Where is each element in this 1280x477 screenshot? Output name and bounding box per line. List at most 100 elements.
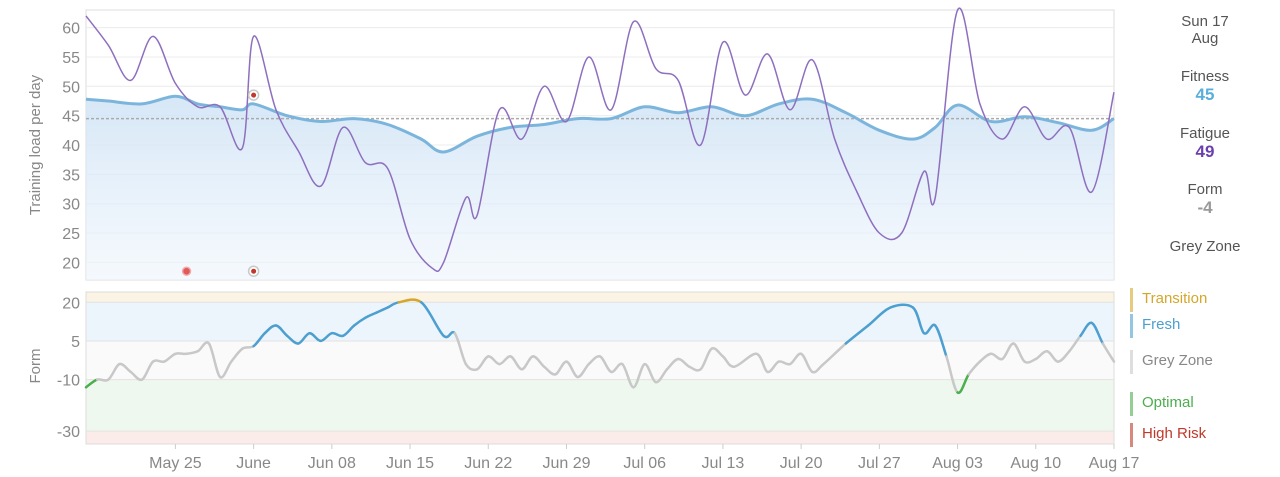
x-tick-label: Jun 08 xyxy=(308,455,356,472)
form-line-segment xyxy=(386,301,401,309)
form-line-segment xyxy=(1056,350,1071,363)
form-line-segment xyxy=(945,355,959,394)
x-tick-label: Jun 29 xyxy=(542,455,590,472)
x-tick-label: Jun 15 xyxy=(386,455,434,472)
form-line-segment xyxy=(140,360,155,381)
form-y-tick-label: -30 xyxy=(57,424,80,441)
fitness-line xyxy=(85,94,1115,154)
form-line-segment xyxy=(95,378,110,382)
form-line-segment xyxy=(1101,342,1116,363)
form-line-segment xyxy=(1090,321,1105,345)
form-line-segment xyxy=(632,362,646,389)
x-tick-label: Jun 22 xyxy=(464,455,512,472)
zone-legend-label: Optimal xyxy=(1142,394,1194,411)
form-line-segment xyxy=(218,360,233,379)
form-line-segment xyxy=(699,347,713,371)
form-line-segment xyxy=(654,368,669,384)
zone-legend-swatch xyxy=(1130,288,1133,312)
x-tick-label: May 25 xyxy=(149,455,202,472)
form-y-tick-label: -10 xyxy=(57,373,80,390)
zone-legend-swatch xyxy=(1130,392,1133,416)
form-y-tick-label: 20 xyxy=(62,295,80,312)
zone-legend-label: Fresh xyxy=(1142,316,1181,333)
event-markers[interactable] xyxy=(181,89,260,277)
event-marker[interactable] xyxy=(181,266,192,276)
fitness-area xyxy=(86,96,1114,280)
form-zone-name: Grey Zone xyxy=(1169,238,1241,255)
fitness-area-fill xyxy=(86,96,1114,280)
zone-legend-label: Grey Zone xyxy=(1142,352,1213,369)
load-y-tick-label: 55 xyxy=(62,50,80,67)
fatigue-readout: Fatigue 49 xyxy=(1150,125,1260,162)
x-tick-label: Jul 13 xyxy=(702,455,745,472)
load-y-ticks: 20 25 30 35 40 45 50 55 60 xyxy=(62,21,80,273)
form-line-segment xyxy=(889,303,915,309)
zone-band xyxy=(86,379,1114,432)
form-line-segment xyxy=(911,306,926,335)
load-y-tick-label: 60 xyxy=(62,21,80,38)
form-line-segment xyxy=(1012,342,1026,363)
selected-date-day: Sun 17 xyxy=(1181,13,1229,30)
form-line-segment xyxy=(732,352,758,368)
zone-legend-swatch xyxy=(1130,350,1133,374)
form-line-segment xyxy=(274,324,289,338)
form-line-segment xyxy=(956,373,970,395)
fitness-label: Fitness xyxy=(1180,68,1230,85)
load-y-tick-label: 45 xyxy=(62,109,80,126)
zone-band xyxy=(86,340,1114,380)
zone-legend-swatch xyxy=(1130,423,1133,447)
form-value: -4 xyxy=(1197,198,1213,217)
form-zone-bands xyxy=(86,292,1114,444)
form-line-segment xyxy=(1068,334,1082,353)
selected-date: Sun 17 Aug xyxy=(1150,13,1260,47)
form-line-segment xyxy=(822,342,848,366)
form-line-segment xyxy=(710,347,725,358)
x-tick-label: Aug 03 xyxy=(932,455,983,472)
zone-band xyxy=(86,431,1114,444)
form-line-segment xyxy=(419,301,445,338)
form-line-segment xyxy=(844,324,870,345)
form-readout: Form -4 xyxy=(1150,181,1260,218)
fatigue-line xyxy=(85,7,1115,272)
zone-legend-label: High Risk xyxy=(1142,425,1207,442)
fitness-value: 45 xyxy=(1195,85,1215,104)
form-line-segment xyxy=(341,324,356,338)
x-tick-label: June xyxy=(236,455,271,472)
form-line-segment xyxy=(397,298,423,304)
zone-band xyxy=(86,292,1114,303)
load-y-tick-label: 20 xyxy=(62,255,80,272)
event-marker-dot[interactable] xyxy=(251,92,257,98)
load-y-tick-label: 35 xyxy=(62,167,80,184)
load-series xyxy=(85,7,1115,272)
zone-legend: Transition Fresh Grey Zone Optimal High Risk xyxy=(1130,0,1270,477)
form-line-segment xyxy=(866,306,892,327)
fatigue-label: Fatigue xyxy=(1179,125,1231,142)
fitness-readout: Fitness 45 xyxy=(1150,68,1260,105)
form-line-segment xyxy=(721,355,736,368)
form-series xyxy=(84,298,1116,395)
load-y-tick-label: 30 xyxy=(62,197,80,214)
zone-legend-swatch xyxy=(1130,314,1133,338)
fatigue-value: 49 xyxy=(1195,142,1215,161)
x-tick-label: Aug 17 xyxy=(1089,455,1140,472)
form-line-segment xyxy=(576,362,591,379)
load-y-tick-label: 50 xyxy=(62,79,80,96)
form-line-segment xyxy=(967,360,982,376)
load-y-tick-label: 25 xyxy=(62,226,80,243)
form-line-segment xyxy=(252,331,267,348)
event-marker-dot[interactable] xyxy=(251,268,257,274)
form-zone-readout: Grey Zone xyxy=(1150,238,1260,255)
selected-date-month: Aug xyxy=(1191,30,1219,47)
x-tick-label: Jul 06 xyxy=(623,455,666,472)
load-y-tick-label: 40 xyxy=(62,138,80,155)
x-axis-ticks: May 25 June Jun 08 Jun 15 Jun 22 Jun 29 Jul 06… xyxy=(149,444,1139,472)
form-line-segment xyxy=(174,352,188,356)
form-line-segment xyxy=(933,324,948,358)
form-line-segment xyxy=(811,362,825,374)
form-label: Form xyxy=(1187,181,1223,198)
form-line-segment xyxy=(207,342,222,379)
form-y-axis-label: Form xyxy=(27,349,44,384)
x-tick-label: Aug 10 xyxy=(1010,455,1061,472)
form-line-segment xyxy=(151,359,166,364)
